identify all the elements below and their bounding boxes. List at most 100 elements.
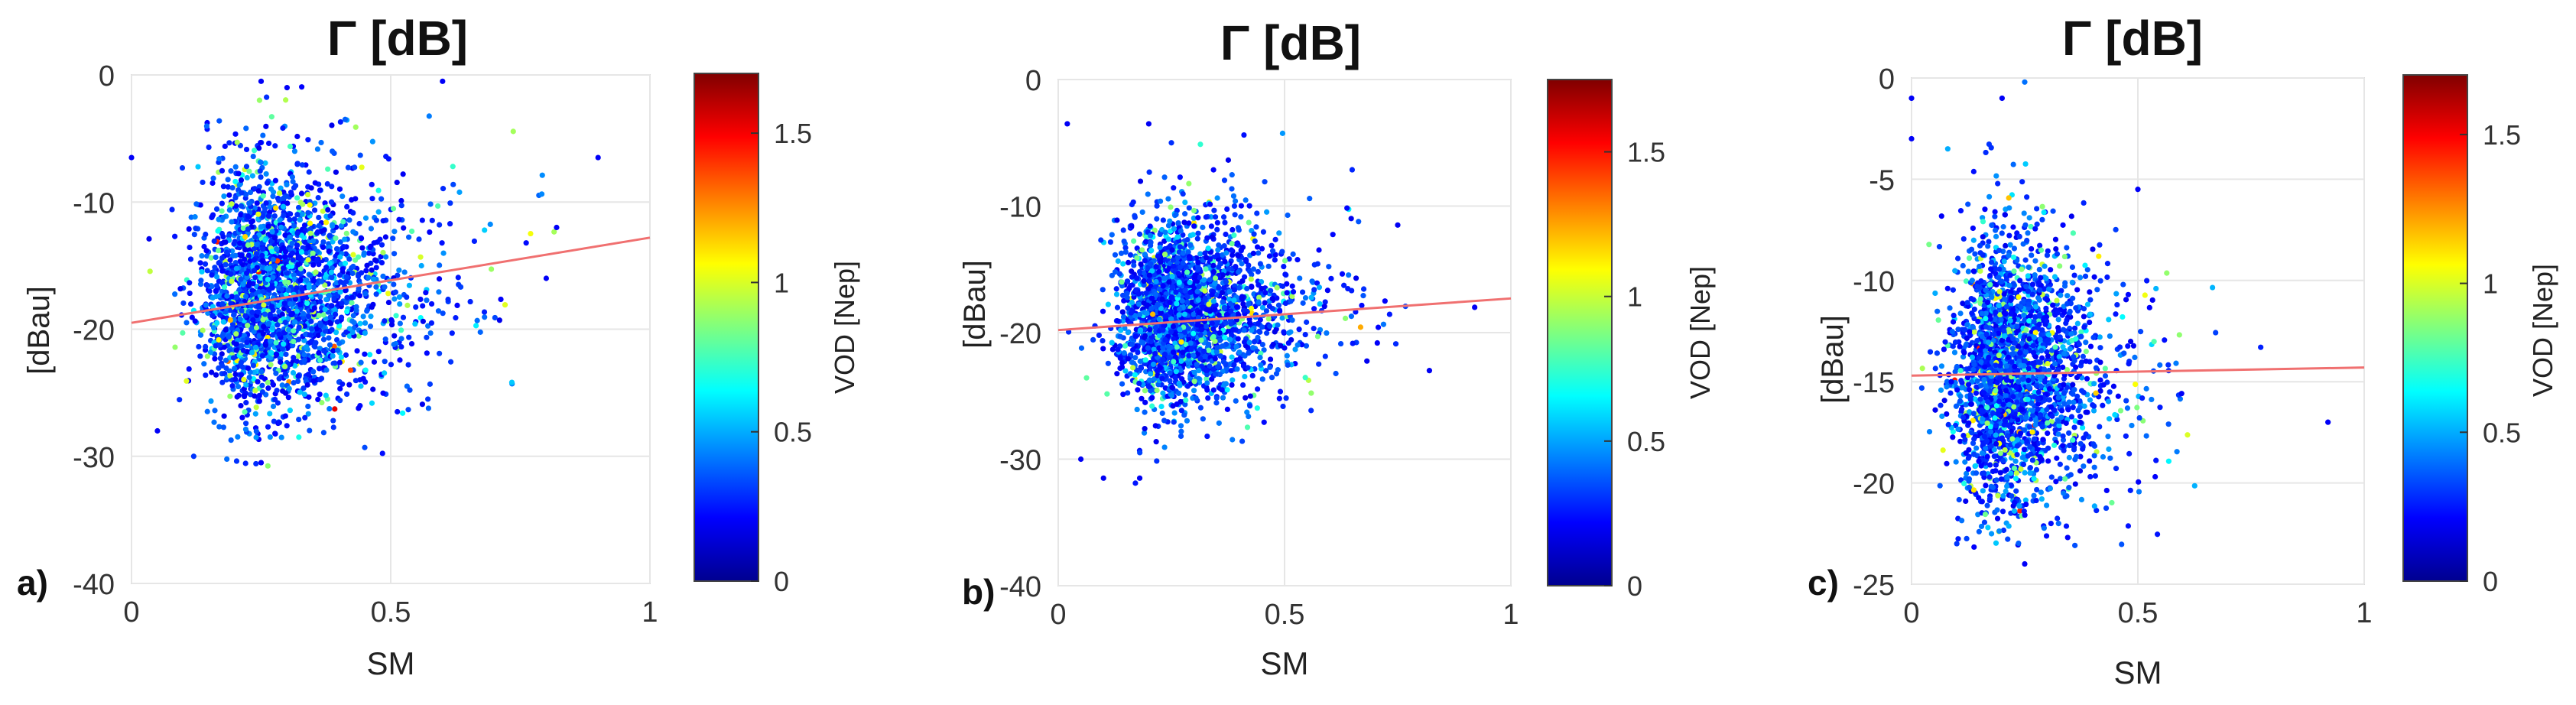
- scatter-point: [554, 225, 559, 230]
- scatter-point: [252, 393, 257, 398]
- scatter-point: [1104, 391, 1109, 397]
- scatter-point: [398, 344, 404, 349]
- scatter-point: [219, 380, 225, 385]
- scatter-point: [417, 255, 423, 260]
- scatter-point: [376, 210, 382, 215]
- scatter-point: [246, 169, 252, 174]
- scatter-point: [239, 203, 244, 209]
- scatter-point: [420, 217, 425, 223]
- scatter-point: [1170, 274, 1175, 279]
- scatter-point: [233, 331, 239, 336]
- scatter-point: [309, 326, 314, 331]
- scatter-point: [316, 215, 321, 220]
- scatter-point: [1200, 416, 1206, 421]
- scatter-point: [252, 234, 258, 239]
- scatter-point: [203, 262, 208, 267]
- scatter-point: [1262, 179, 1267, 184]
- scatter-point: [1254, 210, 1259, 216]
- scatter-point: [260, 289, 265, 294]
- scatter-point: [1167, 378, 1172, 383]
- scatter-point: [211, 420, 216, 425]
- scatter-point: [203, 248, 209, 253]
- scatter-point: [213, 372, 219, 378]
- scatter-point: [419, 263, 424, 268]
- scatter-point: [1214, 227, 1220, 232]
- scatter-point: [287, 408, 293, 413]
- scatter-point: [294, 212, 300, 217]
- scatter-point: [1229, 186, 1234, 191]
- scatter-point: [221, 239, 226, 245]
- scatter-point: [249, 310, 255, 315]
- scatter-point: [1220, 395, 1226, 401]
- scatter-point: [280, 346, 285, 351]
- scatter-point: [363, 216, 369, 221]
- scatter-point: [1159, 375, 1165, 381]
- scatter-point: [263, 124, 268, 129]
- scatter-point: [216, 260, 222, 265]
- scatter-point: [251, 154, 256, 159]
- scatter-point: [239, 190, 244, 195]
- scatter-point: [234, 347, 239, 352]
- scatter-point: [224, 294, 229, 299]
- scatter-point: [331, 424, 336, 430]
- scatter-point: [1114, 291, 1119, 297]
- scatter-point: [1236, 225, 1241, 230]
- scatter-point: [243, 421, 249, 426]
- scatter-point: [332, 360, 337, 365]
- scatter-point: [350, 229, 356, 235]
- scatter-point: [391, 342, 397, 347]
- scatter-point: [224, 249, 229, 255]
- scatter-point: [217, 342, 223, 347]
- scatter-point: [330, 353, 336, 359]
- scatter-point: [1316, 362, 1321, 367]
- scatter-point: [343, 330, 349, 335]
- scatter-point: [270, 275, 275, 280]
- scatter-point: [154, 428, 160, 434]
- scatter-point: [191, 453, 197, 459]
- scatter-point: [539, 191, 544, 197]
- scatter-point: [1115, 318, 1120, 323]
- scatter-point: [292, 148, 297, 154]
- scatter-point: [1300, 289, 1305, 294]
- scatter-point: [187, 245, 192, 250]
- scatter-point: [198, 278, 203, 283]
- scatter-point: [284, 182, 289, 187]
- scatter-point: [238, 317, 243, 322]
- scatter-point: [1205, 395, 1210, 401]
- scatter-point: [368, 314, 373, 319]
- scatter-point: [1210, 327, 1216, 332]
- scatter-point: [1178, 434, 1184, 439]
- scatter-point: [258, 460, 264, 465]
- scatter-point: [1283, 395, 1288, 401]
- scatter-point: [306, 372, 311, 377]
- scatter-point: [1174, 369, 1179, 374]
- scatter-point: [203, 372, 208, 378]
- scatter-point: [243, 125, 249, 131]
- scatter-point: [379, 242, 385, 248]
- scatter-point: [250, 173, 255, 178]
- scatter-point: [482, 309, 487, 314]
- scatter-point: [382, 359, 388, 364]
- scatter-point: [1147, 170, 1152, 175]
- scatter-point: [205, 268, 210, 273]
- scatter-point: [203, 344, 208, 349]
- scatter-point: [1191, 388, 1197, 393]
- scatter-point: [316, 262, 321, 267]
- scatter-point: [254, 404, 259, 410]
- scatter-point: [404, 303, 410, 308]
- scatter-point: [280, 382, 285, 388]
- scatter-point: [214, 274, 219, 279]
- scatter-point: [265, 180, 270, 186]
- scatter-point: [1251, 232, 1256, 237]
- scatter-point: [363, 368, 369, 373]
- scatter-point: [1257, 355, 1262, 360]
- scatter-point: [307, 273, 313, 278]
- scatter-point: [1131, 239, 1136, 244]
- scatter-point: [1137, 450, 1142, 455]
- scatter-point: [349, 294, 355, 300]
- scatter-point: [343, 117, 348, 122]
- scatter-point: [439, 240, 444, 245]
- scatter-point: [1120, 261, 1126, 266]
- scatter-point: [325, 167, 330, 172]
- scatter-point: [257, 98, 262, 103]
